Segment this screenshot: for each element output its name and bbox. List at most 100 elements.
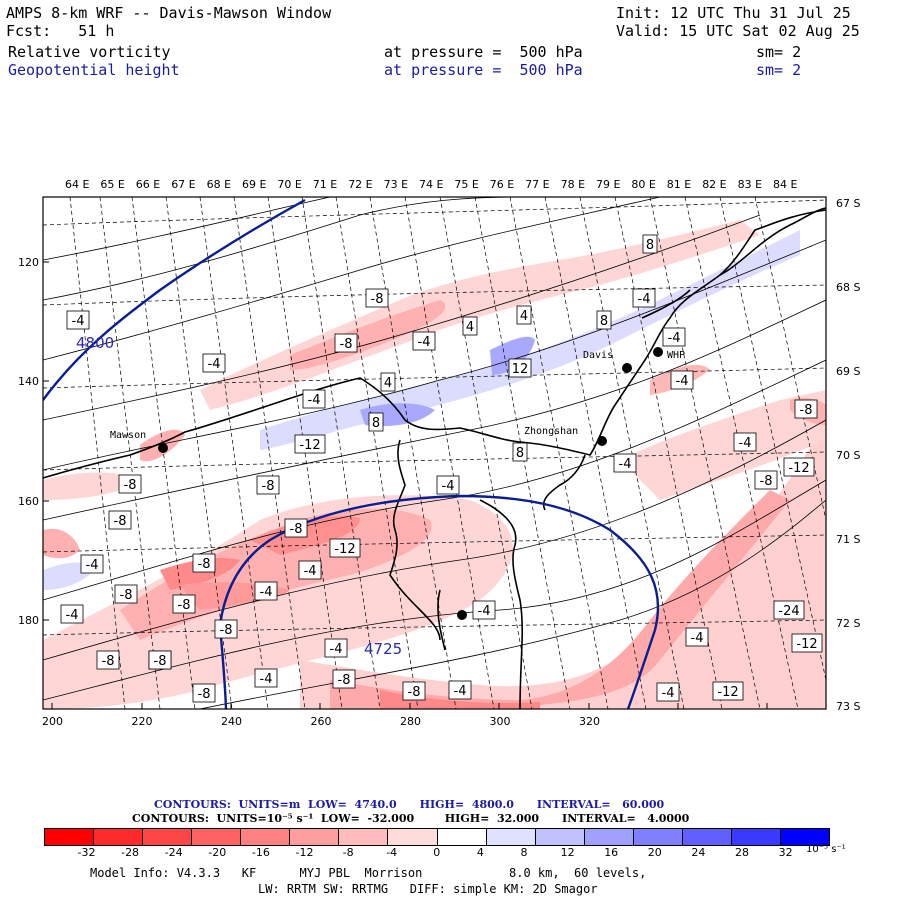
colorbar-bin bbox=[290, 829, 340, 845]
colorbar-bin bbox=[339, 829, 389, 845]
vorticity-label: -4 bbox=[330, 642, 343, 657]
vorticity-label: -8 bbox=[338, 673, 351, 688]
map-title: AMPS 8-km WRF -- Davis-Mawson Window bbox=[6, 4, 332, 22]
colorbar-label: 28 bbox=[735, 846, 749, 859]
vorticity-label-box bbox=[368, 412, 384, 432]
vorticity-label-box bbox=[254, 581, 278, 601]
lon-label: 83 E bbox=[737, 178, 763, 191]
colorbar-bin bbox=[633, 829, 683, 845]
vorticity-label: -8 bbox=[262, 479, 275, 494]
vorticity-label-box bbox=[670, 370, 694, 390]
lon-label: 66 E bbox=[135, 178, 161, 191]
vorticity-label: -8 bbox=[114, 514, 127, 529]
forecast-hour: Fcst: 51 h bbox=[6, 22, 115, 40]
station-marker bbox=[597, 436, 607, 446]
lon-label: 69 E bbox=[242, 178, 267, 191]
lat-label: 70 S bbox=[836, 449, 861, 462]
vorticity-label-box bbox=[662, 327, 686, 347]
vorticity-label: -8 bbox=[760, 474, 773, 489]
vorticity-label: -8 bbox=[198, 687, 211, 702]
lat-label: 68 S bbox=[836, 281, 861, 294]
colorbar-bin bbox=[45, 829, 95, 845]
vorticity-label: -4 bbox=[66, 608, 79, 623]
vorticity-label-box bbox=[192, 553, 216, 573]
colorbar-bin bbox=[535, 829, 585, 845]
field1-level: at pressure = 500 hPa bbox=[384, 43, 583, 61]
field2-level: at pressure = 500 hPa bbox=[384, 61, 583, 79]
vorticity-label: 8 bbox=[516, 446, 524, 461]
lon-label: 82 E bbox=[702, 178, 727, 191]
vorticity-label: -4 bbox=[260, 585, 273, 600]
vorticity-label-box bbox=[302, 389, 326, 409]
height-label-4725: 4725 bbox=[364, 640, 403, 658]
vorticity-labels: -4 -4 -8 -8 -4 4 4 8 8 -4 -4 -4 4 12 -4 8 -12 -8 -4 8 -4 -8 -8… bbox=[60, 234, 823, 703]
station-marker bbox=[653, 347, 663, 357]
field1-name: Relative vorticity bbox=[8, 43, 171, 61]
graticule bbox=[43, 197, 826, 709]
vorticity-label-box bbox=[516, 305, 532, 325]
lon-label: 73 E bbox=[383, 178, 409, 191]
vorticity-label: -4 bbox=[86, 558, 99, 573]
x-tick-label: 260 bbox=[310, 715, 332, 728]
vorticity-label-box bbox=[512, 442, 528, 462]
field2-smooth: sm= 2 bbox=[756, 61, 802, 79]
y-tick-label: 120 bbox=[18, 256, 39, 269]
vorticity-label: -8 bbox=[154, 654, 167, 669]
vorticity-label: -12 bbox=[788, 461, 809, 476]
colorbar-bin bbox=[241, 829, 291, 845]
vorticity-label: -8 bbox=[198, 557, 211, 572]
lon-label: 84 E bbox=[773, 178, 798, 191]
y-tick-label: 160 bbox=[18, 495, 39, 508]
colorbar-bin bbox=[388, 829, 438, 845]
vorticity-label: -8 bbox=[290, 522, 303, 537]
colorbar-label: 12 bbox=[560, 846, 575, 859]
vorticity-label-box bbox=[66, 310, 90, 330]
vorticity-label-box bbox=[172, 594, 196, 614]
vorticity-label-box bbox=[256, 475, 280, 495]
x-tick-label: 220 bbox=[131, 715, 153, 728]
colorbar-label: -32 bbox=[77, 846, 96, 859]
field2-name: Geopotential height bbox=[8, 61, 180, 79]
colorbar bbox=[44, 828, 830, 846]
vorticity-label: -8 bbox=[102, 654, 115, 669]
vorticity-label-box bbox=[412, 331, 436, 351]
vorticity-label-box bbox=[733, 432, 757, 452]
vorticity-label-box bbox=[712, 681, 744, 701]
colorbar-bin bbox=[192, 829, 242, 845]
map-frame bbox=[42, 196, 827, 710]
vorticity-label: -4 bbox=[308, 393, 321, 408]
vorticity-label-box bbox=[402, 681, 426, 701]
height-contours bbox=[43, 198, 660, 709]
vorticity-label-box bbox=[436, 475, 460, 495]
colorbar-bin bbox=[94, 829, 144, 845]
lon-label: 76 E bbox=[489, 178, 515, 191]
lat-label: 69 S bbox=[836, 365, 861, 378]
station-marker bbox=[622, 363, 632, 373]
lon-label: 72 E bbox=[348, 178, 373, 191]
vorticity-label-box bbox=[214, 619, 238, 639]
vorticity-label: -8 bbox=[120, 588, 133, 603]
colorbar-label: -12 bbox=[295, 846, 314, 859]
vorticity-label-box bbox=[254, 668, 278, 688]
vorticity-label-box bbox=[783, 457, 815, 477]
colorbar-label: 24 bbox=[691, 846, 706, 859]
vorticity-label: -12 bbox=[796, 637, 817, 652]
vorticity-label-box bbox=[324, 638, 348, 658]
lon-label: 74 E bbox=[419, 178, 444, 191]
lon-label: 68 E bbox=[206, 178, 232, 191]
lon-label: 79 E bbox=[596, 178, 621, 191]
vorticity-label-box bbox=[329, 538, 361, 558]
station-label: Davis bbox=[583, 350, 613, 361]
station-label: WHP bbox=[667, 350, 685, 361]
colorbar-bin bbox=[584, 829, 634, 845]
vorticity-label-box bbox=[596, 310, 612, 330]
lon-label: 77 E bbox=[525, 178, 550, 191]
lat-label: 67 S bbox=[836, 197, 861, 210]
vorticity-label: -4 bbox=[619, 457, 632, 472]
colorbar-label: -16 bbox=[251, 846, 270, 859]
vorticity-label: 8 bbox=[646, 238, 654, 253]
vorticity-label-box bbox=[685, 627, 709, 647]
vorticity-label-box bbox=[380, 372, 396, 392]
vorticity-label-box bbox=[96, 650, 120, 670]
vorticity-label-box bbox=[791, 633, 823, 653]
